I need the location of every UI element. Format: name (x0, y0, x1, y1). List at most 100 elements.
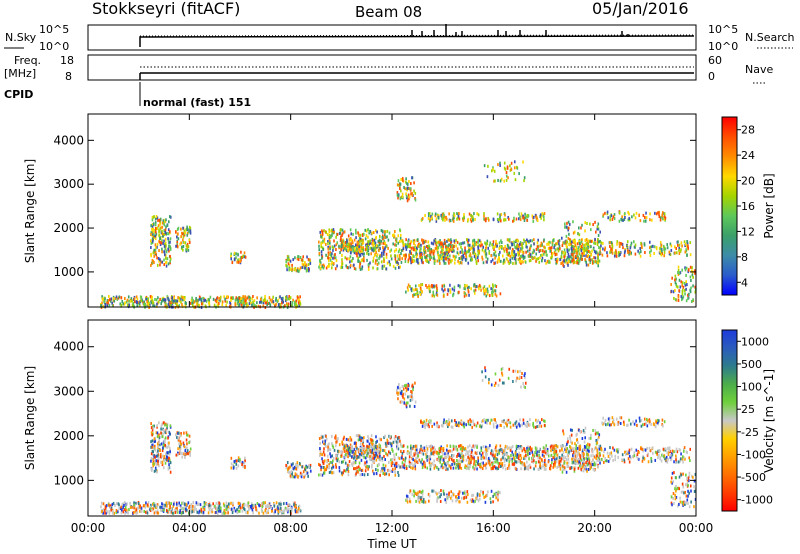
velocity-echo (473, 445, 476, 449)
power-echo (234, 298, 237, 302)
power-echo (487, 216, 489, 220)
power-echo (563, 264, 565, 268)
power-echo (457, 284, 460, 288)
power-echo (457, 259, 459, 263)
power-echo (452, 245, 455, 249)
power-echo (504, 218, 507, 222)
power-echo (676, 285, 679, 289)
velocity-echo (412, 444, 415, 448)
power-echo (431, 216, 433, 220)
velocity-echo (360, 468, 363, 472)
power-echo (428, 248, 430, 252)
power-echo (146, 297, 148, 301)
velocity-echo (528, 457, 530, 461)
power-echo (537, 238, 539, 242)
power-echo (424, 214, 426, 218)
velocity-echo (386, 438, 389, 442)
power-echo (611, 251, 614, 255)
velocity-echo (539, 466, 541, 470)
power-echo (168, 230, 171, 234)
power-echo (114, 297, 117, 301)
power-echo (397, 266, 400, 270)
velocity-echo (235, 459, 238, 463)
velocity-echo (467, 455, 469, 459)
power-echo (688, 292, 690, 296)
power-echo (556, 257, 559, 261)
velocity-echo (179, 448, 182, 452)
velocity-echo (295, 474, 297, 478)
velocity-echo (499, 464, 502, 468)
velocity-echo (288, 466, 290, 470)
power-echo (440, 245, 443, 249)
power-echo (580, 238, 583, 242)
power-echo (513, 240, 515, 244)
power-echo (335, 235, 337, 239)
power-echo (473, 291, 476, 295)
power-echo (392, 264, 395, 268)
power-echo (421, 239, 424, 243)
power-echo (186, 247, 188, 251)
power-echo (517, 251, 519, 255)
velocity-echo (309, 469, 312, 473)
power-echo (416, 246, 418, 250)
velocity-echo (546, 452, 548, 456)
power-echo (520, 212, 523, 216)
power-echo (409, 250, 411, 254)
power-echo (381, 235, 384, 239)
power-echo (446, 252, 448, 256)
power-echo (151, 258, 154, 262)
power-echo (163, 239, 165, 243)
power-echo (491, 258, 494, 262)
power-echo (495, 239, 497, 243)
power-echo (344, 247, 347, 251)
velocity-echo (289, 471, 292, 475)
power-echo (600, 244, 602, 248)
power-echo (411, 256, 413, 260)
velocity-echo (484, 463, 487, 467)
power-echo (442, 294, 445, 298)
velocity-echo (182, 441, 185, 445)
power-echo (442, 218, 444, 222)
power-echo (352, 249, 355, 253)
velocity-echo (360, 449, 362, 453)
power-echo (623, 218, 626, 222)
power-echo (473, 244, 475, 248)
power-echo (191, 296, 193, 300)
power-echo (490, 287, 492, 291)
power-echo (170, 300, 173, 304)
velocity-echo (406, 387, 409, 391)
velocity-echo (420, 444, 422, 448)
velocity-echo (533, 454, 536, 458)
velocity-echo (331, 466, 333, 470)
power-echo (199, 296, 201, 300)
power-echo (500, 240, 503, 244)
velocity-echo (159, 455, 162, 459)
velocity-echo (423, 446, 426, 450)
velocity-echo (480, 456, 482, 460)
velocity-echo (371, 442, 373, 446)
power-echo (540, 243, 543, 247)
power-echo (639, 247, 642, 251)
power-echo (417, 294, 419, 298)
power-echo (459, 250, 462, 254)
velocity-echo (409, 398, 412, 402)
power-echo (568, 243, 571, 247)
velocity-echo (468, 444, 471, 448)
power-echo (221, 300, 224, 304)
power-echo (225, 303, 227, 307)
power-echo (588, 255, 591, 259)
velocity-echo (459, 463, 461, 467)
power-echo (492, 285, 494, 289)
power-echo (329, 258, 332, 262)
power-echo (334, 253, 336, 257)
power-echo (581, 254, 584, 258)
velocity-echo (526, 449, 528, 453)
power-echo (409, 251, 411, 255)
velocity-echo (379, 448, 382, 452)
power-echo (549, 246, 551, 250)
velocity-echo (352, 460, 355, 464)
power-echo (694, 269, 696, 273)
velocity-echo (535, 452, 538, 456)
power-echo (500, 177, 503, 181)
power-echo (168, 220, 170, 224)
